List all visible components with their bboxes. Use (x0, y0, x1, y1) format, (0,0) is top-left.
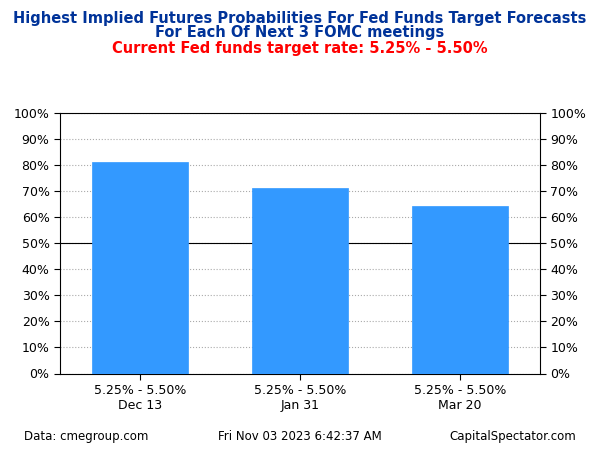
Bar (412, 207, 508, 374)
Text: CapitalSpectator.com: CapitalSpectator.com (449, 430, 576, 443)
Text: For Each Of Next 3 FOMC meetings: For Each Of Next 3 FOMC meetings (155, 25, 445, 40)
Text: Current Fed funds target rate: 5.25% - 5.50%: Current Fed funds target rate: 5.25% - 5… (112, 40, 488, 55)
Text: Data: cmegroup.com: Data: cmegroup.com (24, 430, 148, 443)
Bar (92, 162, 188, 374)
Text: Fri Nov 03 2023 6:42:37 AM: Fri Nov 03 2023 6:42:37 AM (218, 430, 382, 443)
Text: Highest Implied Futures Probabilities For Fed Funds Target Forecasts: Highest Implied Futures Probabilities Fo… (13, 11, 587, 26)
Bar (252, 188, 348, 374)
